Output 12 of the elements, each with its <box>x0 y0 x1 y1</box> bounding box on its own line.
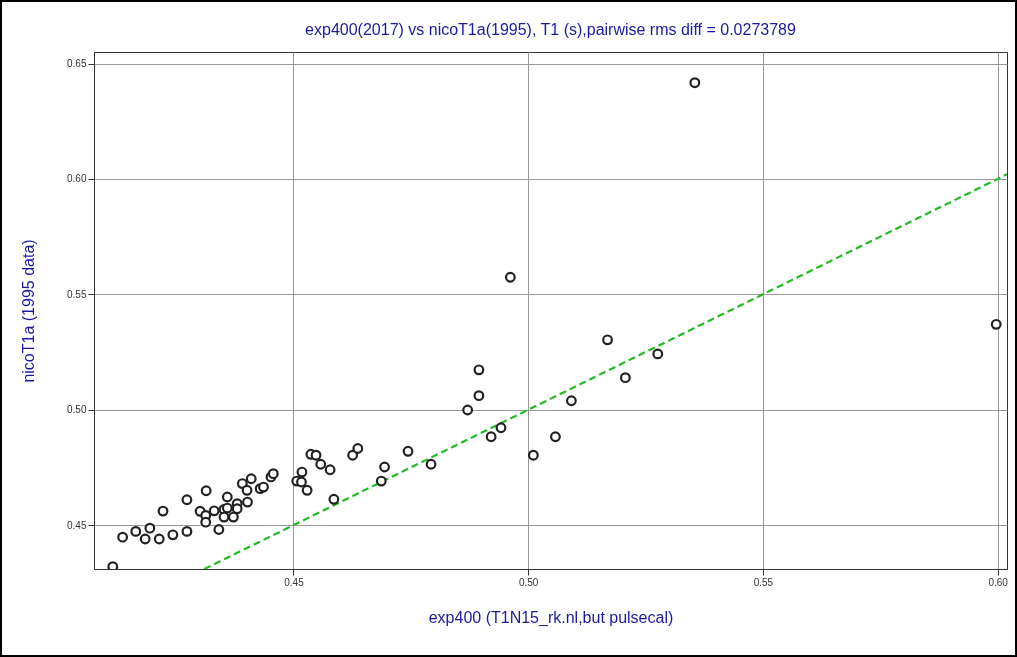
y-tick-label: 0.55 <box>67 288 87 300</box>
x-axis-title: exp400 (T1N15_rk.nl,but pulsecal) <box>428 608 674 627</box>
y-tick-label: 0.65 <box>67 58 87 70</box>
y-axis-title: nicoT1a (1995 data) <box>20 239 38 383</box>
x-tick-label: 0.50 <box>518 576 539 588</box>
chart-title: exp400(2017) vs nicoT1a(1995), T1 (s),pairwise rms diff = 0.0273789 <box>305 21 796 38</box>
y-tick-label: 0.45 <box>67 519 87 531</box>
y-tick-label: 0.50 <box>67 404 87 416</box>
y-tick-label: 0.60 <box>67 173 87 185</box>
x-tick-label: 0.55 <box>753 576 774 588</box>
x-tick-label: 0.45 <box>284 576 305 588</box>
x-tick-label: 0.60 <box>988 576 1009 588</box>
